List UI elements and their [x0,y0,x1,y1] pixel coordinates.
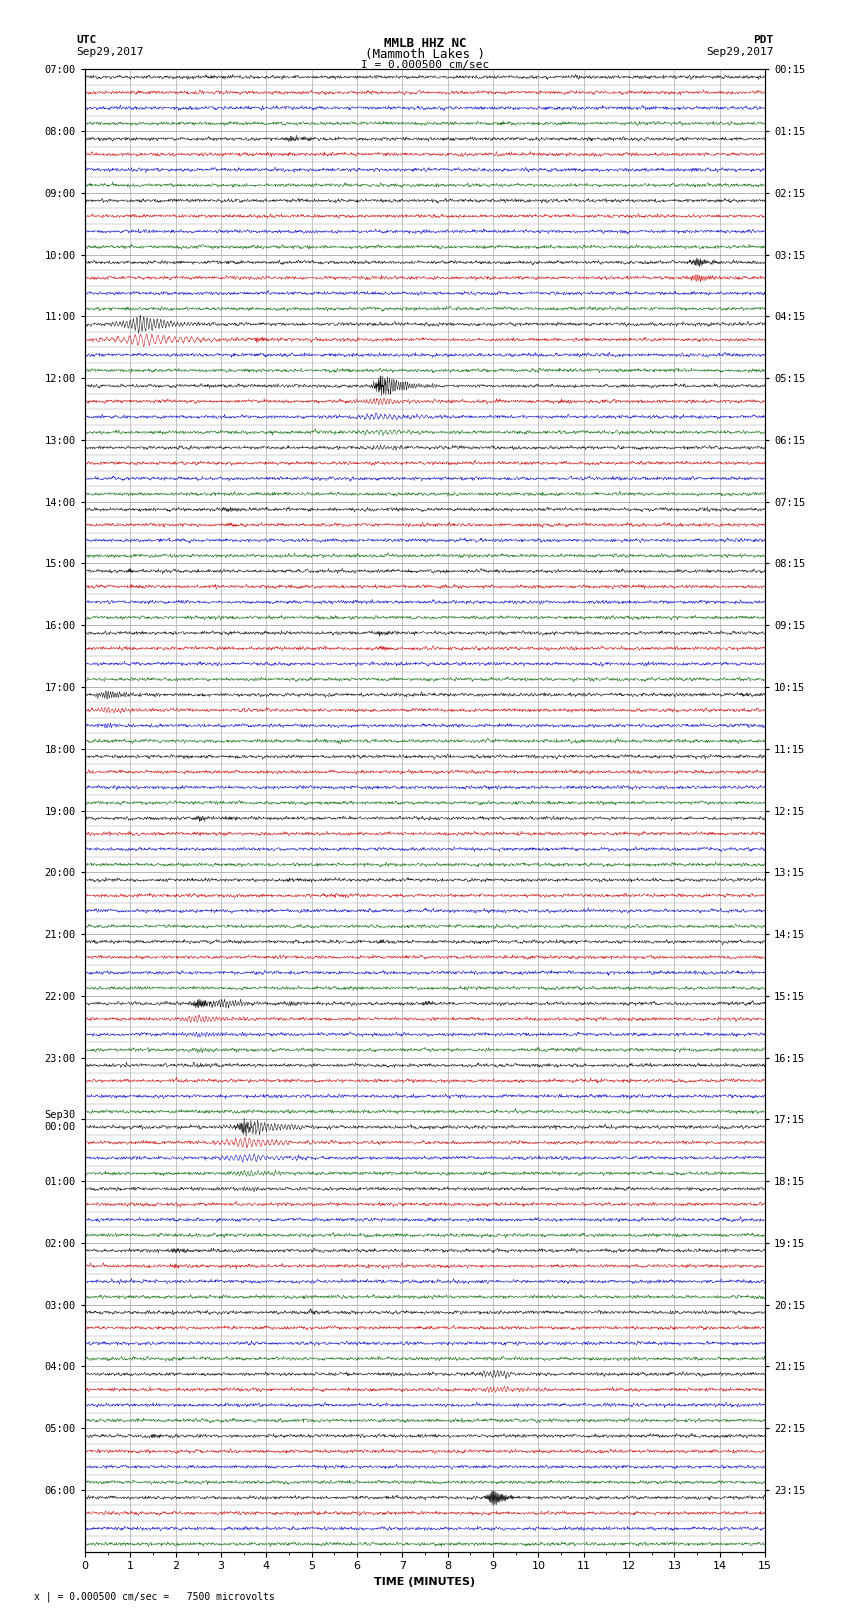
Text: I = 0.000500 cm/sec: I = 0.000500 cm/sec [361,60,489,69]
X-axis label: TIME (MINUTES): TIME (MINUTES) [375,1578,475,1587]
Text: Sep29,2017: Sep29,2017 [706,47,774,56]
Text: UTC: UTC [76,35,97,45]
Text: (Mammoth Lakes ): (Mammoth Lakes ) [365,48,485,61]
Text: x | = 0.000500 cm/sec =   7500 microvolts: x | = 0.000500 cm/sec = 7500 microvolts [34,1590,275,1602]
Text: MMLB HHZ NC: MMLB HHZ NC [383,37,467,50]
Text: PDT: PDT [753,35,774,45]
Text: Sep29,2017: Sep29,2017 [76,47,144,56]
